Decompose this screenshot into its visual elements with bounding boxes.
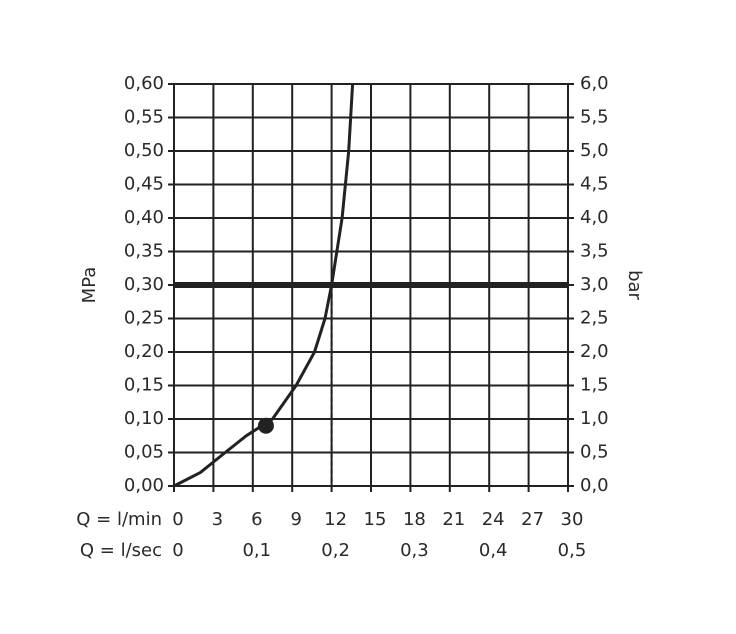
y2-tick-label: 1,0 — [580, 408, 609, 429]
y-tick-label: 0,25 — [124, 308, 164, 329]
y-tick-label: 0,10 — [124, 408, 164, 429]
y2-tick-label: 3,5 — [580, 241, 609, 262]
x-tick-label: 15 — [364, 509, 387, 530]
x2-row-label: Q = l/sec — [80, 540, 162, 561]
y-tick-label: 0,05 — [124, 442, 164, 463]
x-tick-label: 30 — [561, 509, 584, 530]
y2-tick-label: 2,5 — [580, 308, 609, 329]
y2-tick-label: 6,0 — [580, 73, 609, 94]
x2-tick-label: 0,3 — [400, 540, 429, 561]
x2-tick-label: 0,5 — [558, 540, 587, 561]
y-tick-label: 0,50 — [124, 140, 164, 161]
x-tick-label: 0 — [172, 509, 183, 530]
y-tick-label: 0,60 — [124, 73, 164, 94]
x-tick-label: 6 — [251, 509, 262, 530]
y2-tick-label: 2,0 — [580, 341, 609, 362]
y2-tick-label: 4,5 — [580, 174, 609, 195]
x2-tick-label: 0,4 — [479, 540, 508, 561]
operating-point — [257, 417, 274, 434]
x2-tick-label: 0,2 — [321, 540, 350, 561]
x-tick-label: 9 — [290, 509, 301, 530]
y-tick-label: 0,40 — [124, 207, 164, 228]
y2-tick-label: 0,0 — [580, 475, 609, 496]
y2-tick-label: 5,5 — [580, 107, 609, 128]
y2-tick-label: 0,5 — [580, 442, 609, 463]
y-tick-label: 0,35 — [124, 241, 164, 262]
y2-tick-label: 4,0 — [580, 207, 609, 228]
x-row-label: Q = l/min — [76, 509, 162, 530]
y-axis-label: MPa — [79, 267, 100, 304]
curve — [173, 83, 355, 488]
y-tick-label: 0,45 — [124, 174, 164, 195]
y-tick-label: 0,15 — [124, 375, 164, 396]
y-tick-label: 0,30 — [124, 274, 164, 295]
y2-tick-label: 5,0 — [580, 140, 609, 161]
x-tick-label: 18 — [403, 509, 426, 530]
x2-tick-label: 0 — [172, 540, 183, 561]
y2-tick-label: 3,0 — [580, 274, 609, 295]
y2-axis-label: bar — [624, 270, 645, 300]
x-tick-label: 24 — [482, 509, 505, 530]
y-tick-label: 0,20 — [124, 341, 164, 362]
x-tick-label: 27 — [521, 509, 544, 530]
y-tick-label: 0,00 — [124, 475, 164, 496]
x-tick-label: 21 — [442, 509, 465, 530]
x-tick-label: 12 — [324, 509, 347, 530]
plot-frame — [173, 83, 569, 487]
x2-tick-label: 0,1 — [242, 540, 271, 561]
y2-tick-label: 1,5 — [580, 375, 609, 396]
x-tick-label: 3 — [212, 509, 223, 530]
y-tick-label: 0,55 — [124, 107, 164, 128]
